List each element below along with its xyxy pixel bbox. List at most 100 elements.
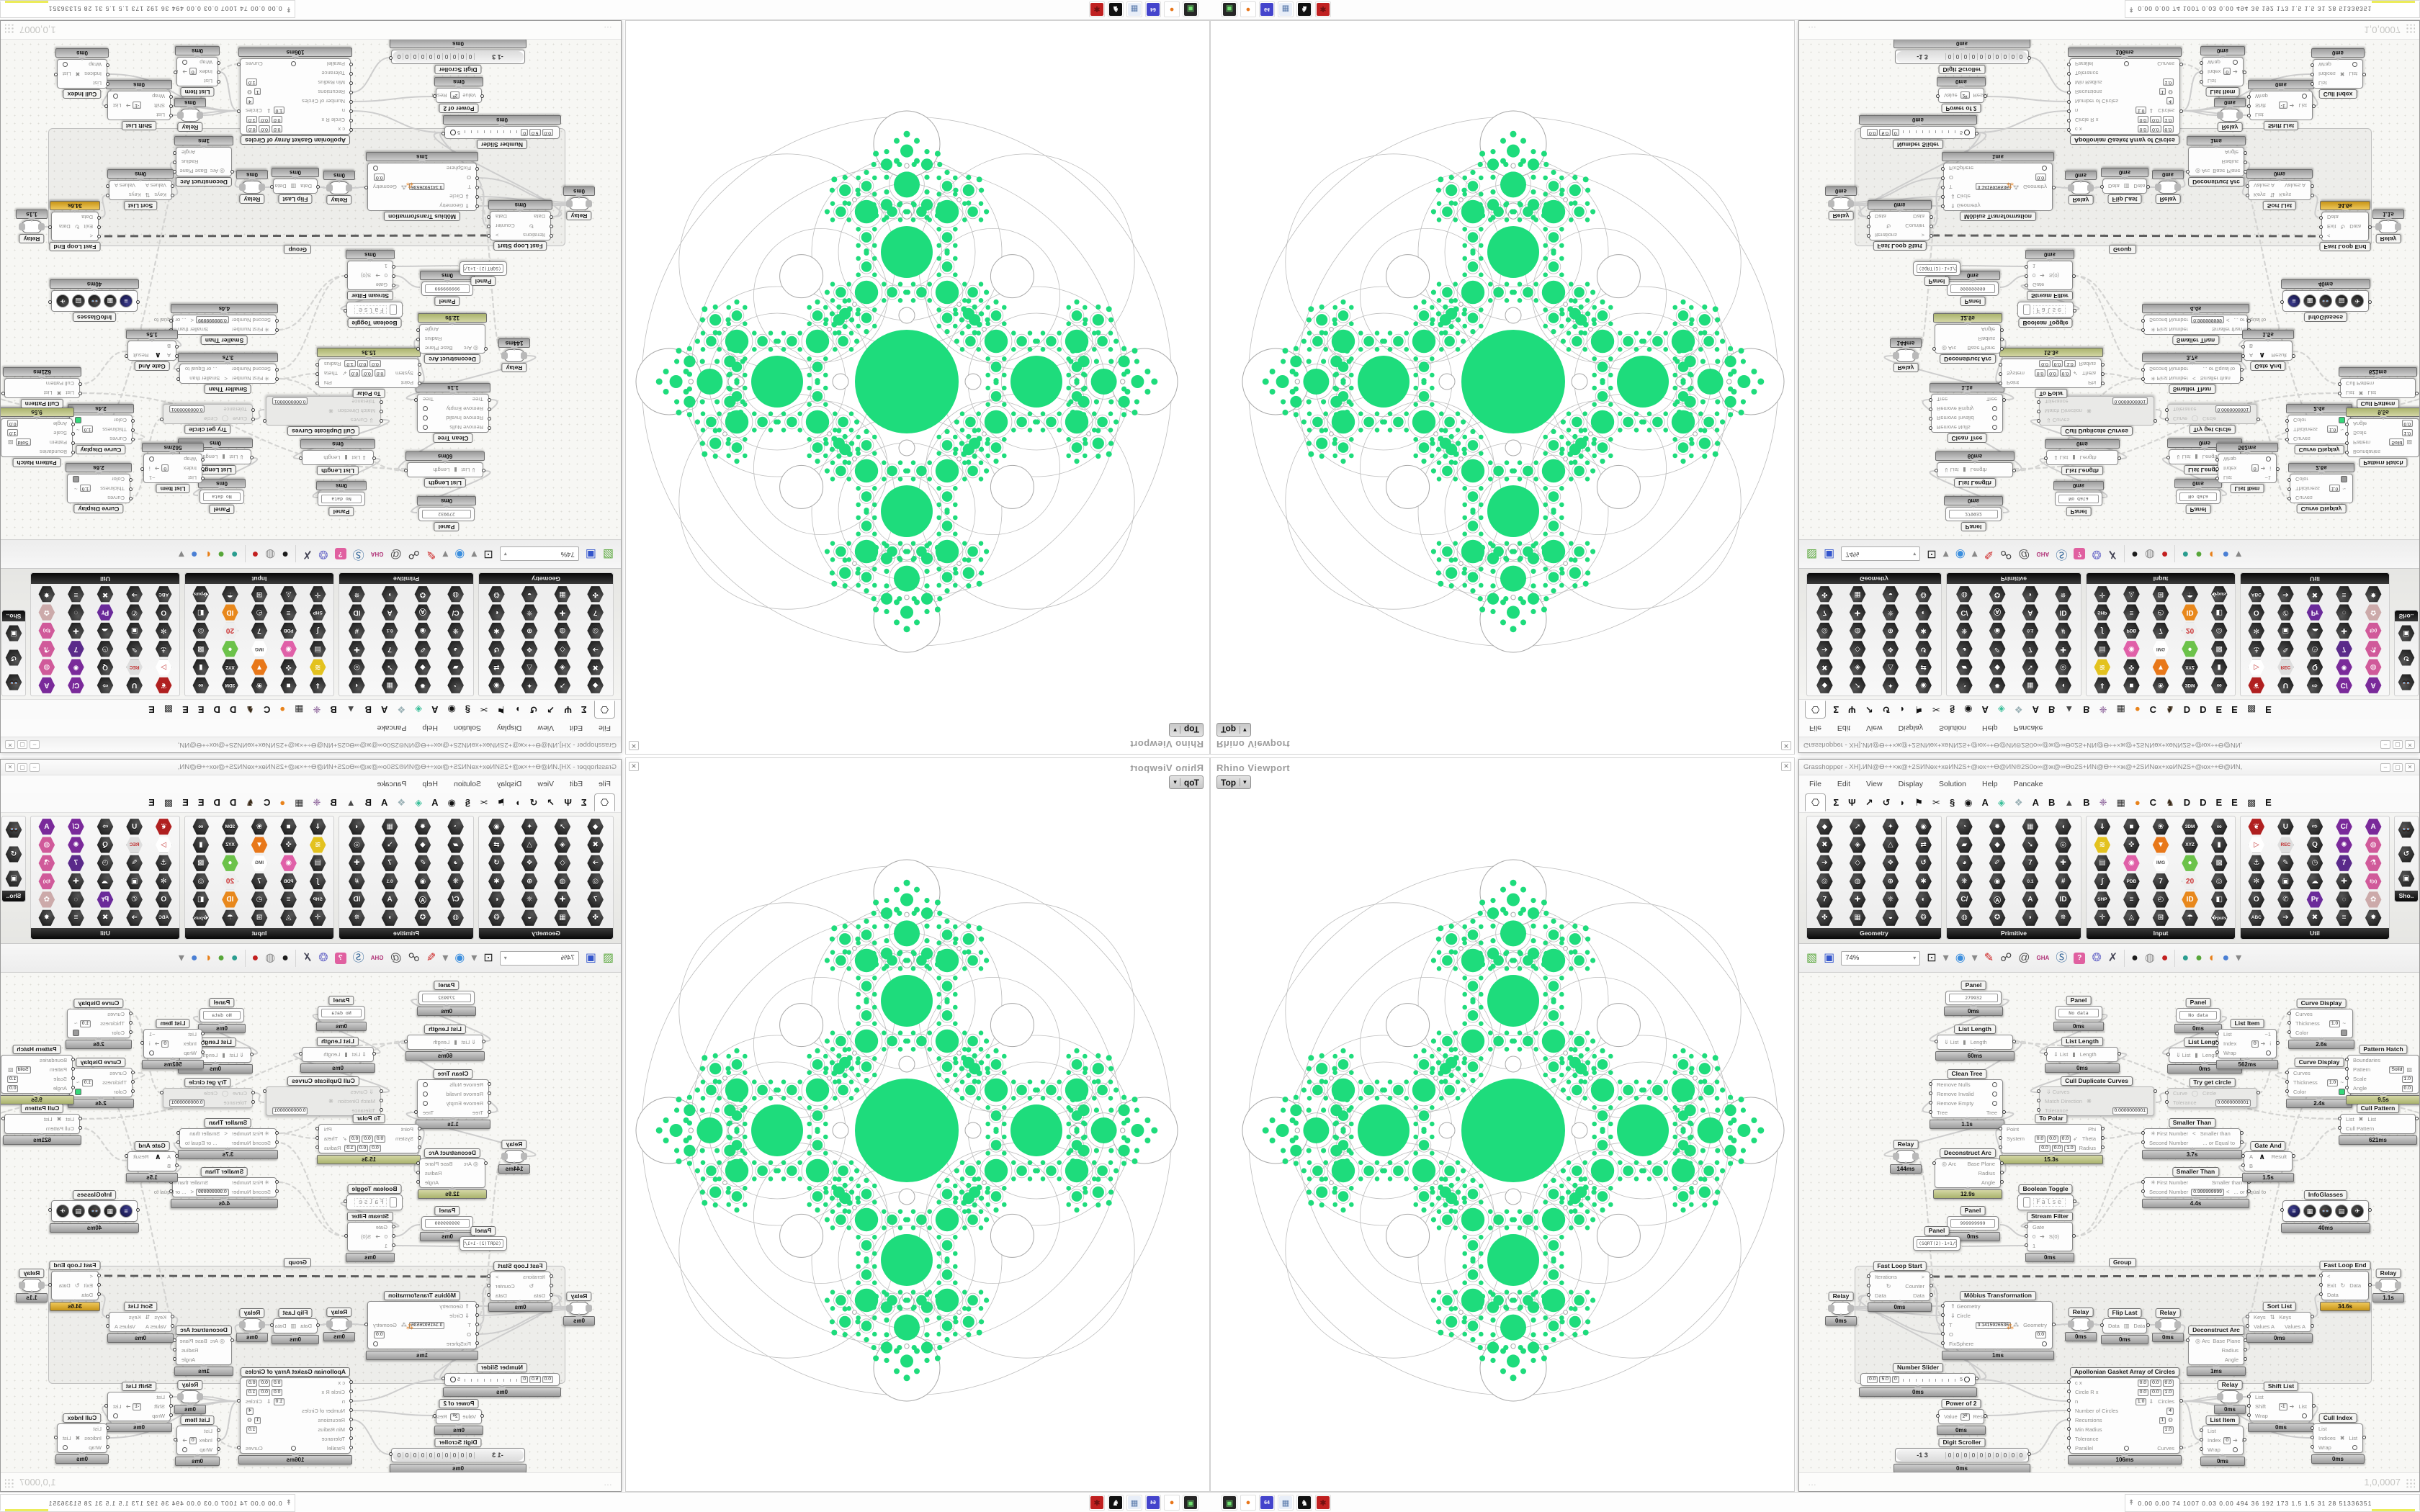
component-icon[interactable]: ▤ [309,855,326,872]
component-icon[interactable]: ▦ [1849,909,1866,926]
toggle-dot[interactable] [1992,415,1997,420]
panel-content[interactable]: No data [2058,495,2099,503]
gh-node[interactable]: Cull Duplicate Curves ⇓ Curves Match Direct… [263,396,384,436]
component-icon[interactable]: PDB [280,622,297,639]
component-icon[interactable]: ➘ [381,659,398,676]
value-box[interactable]: 0 [161,464,169,472]
output-port[interactable] [160,418,164,422]
gha-icon[interactable]: GHA [2036,954,2050,961]
gh-node[interactable]: InfoGlasses 40ms ≡ ▦ 👓 ▤ ✈ [48,1190,140,1233]
infoglasses-icon[interactable]: ▦ [2303,294,2316,307]
menu-item-view[interactable]: View [1866,780,1883,788]
output-port[interactable] [487,215,491,220]
node-canvas[interactable]: Group Panel 0ms 279932 List Length 60ms ⇓ List ▮… [1,973,621,1472]
component-icon[interactable]: IMG [2152,640,2169,657]
component-icon[interactable]: 3DM [2182,677,2199,694]
menu-item-file[interactable]: File [1809,724,1821,732]
gh-node[interactable]: Try get circle Curve ◯ Circle Tolerance 0.000… [2164,404,2260,434]
value-box[interactable]: 0.0 [362,1135,373,1143]
input-port[interactable] [2066,1436,2071,1440]
category-tab-icon[interactable]: ⚑ [496,797,506,808]
value-box[interactable]: 0.0 [246,125,258,133]
value-box[interactable]: 3.1415926536 [408,183,445,191]
gh-node[interactable]: List Item 562ms List −1 Index 0 ➔ i Wrap [140,1019,205,1069]
calculator-icon[interactable]: ▦ [1278,1,1294,17]
component-icon[interactable]: A [381,604,398,621]
component-icon[interactable]: ◎ [1816,622,1833,639]
component-icon[interactable]: ▣ [2277,622,2294,639]
map-icon[interactable]: Ⓢ [352,951,364,964]
toggle-value[interactable]: False [354,1198,387,1207]
toggle-dot[interactable] [2302,1413,2307,1418]
caret-icon[interactable]: ▾ [178,548,184,561]
menu-item-help[interactable]: Help [1981,780,1998,788]
gh-node[interactable]: Boolean Toggle False [344,1184,403,1210]
menu-item-pancake[interactable]: Pancake [377,780,407,788]
component-icon[interactable]: ◒ [521,909,538,927]
relay-node[interactable]: Relay 144ms [498,338,530,372]
category-tab-icon[interactable]: E [182,797,189,808]
output-port[interactable] [2256,1090,2260,1094]
toggle-dot[interactable] [2266,1050,2271,1056]
gh-node[interactable]: Sort List 0ms Keys ⇅ Keys Values A Values A [2245,1302,2314,1343]
component-icon[interactable]: ◌ [67,604,84,621]
caret-icon[interactable]: ▾ [442,951,449,964]
component-icon[interactable]: ◖ [348,818,365,835]
component-icon[interactable]: ⚗ [38,640,55,657]
input-port[interactable] [2280,1208,2284,1212]
toggle-dot[interactable] [1992,425,1997,430]
rhino-icon[interactable]: ♞ [1108,1495,1124,1511]
gh-node[interactable]: Panel(SQRT(2)-1+1/512)*1 [460,261,507,286]
relay-node[interactable]: Relay 144ms [498,1140,530,1174]
component-icon[interactable]: Pr [97,604,114,621]
output-port[interactable] [2117,1051,2121,1056]
output-port[interactable] [487,1274,491,1278]
component-icon[interactable]: ABC [155,585,172,603]
component-icon[interactable]: ☂ [2182,585,2199,603]
panel-content[interactable]: 279932 [422,510,471,518]
output-port[interactable] [2153,1089,2157,1093]
input-port[interactable] [2166,1052,2170,1056]
menu-item-solution[interactable]: Solution [1939,780,1966,788]
output-port[interactable] [237,63,241,67]
component-icon[interactable]: Ⓐ [1989,891,2006,908]
component-icon[interactable]: ◷ [2306,640,2323,657]
gh-node[interactable]: Boolean Toggle False [2017,1184,2076,1210]
component-icon[interactable]: ID [221,604,238,621]
scroller-value[interactable]: -1 3 [492,1452,503,1459]
toggle-dot[interactable] [149,456,154,462]
value-box[interactable]: -1 [2278,1403,2287,1410]
component-icon[interactable]: 7 [381,855,398,872]
category-tab-icon[interactable]: Σ [581,797,587,808]
component-icon[interactable]: ⇄ [488,659,505,676]
component-icon[interactable]: # [348,873,365,890]
value-box[interactable]: 1.0 [81,426,94,433]
slider-value-box[interactable]: 5.0 [529,129,541,136]
component-icon[interactable]: ▮ [192,659,210,676]
component-icon[interactable]: ▤ [309,640,326,657]
category-tab-icon[interactable]: C [263,797,271,808]
value-box[interactable]: 4 [246,1407,254,1415]
help-box-icon[interactable]: ? [334,952,346,964]
menu-item-edit[interactable]: Edit [569,724,583,732]
menu-item-edit[interactable]: Edit [1837,724,1851,732]
output-port[interactable] [344,1200,348,1203]
component-icon[interactable]: ⊞ [251,909,268,927]
gh-node[interactable]: Power of 2 0ms Value 2ᴿ Result [431,1399,485,1435]
gh-node[interactable]: Möbius Transformation 1ms ⇑ Geometry ⇓ Circle… [1940,1291,2056,1360]
component-icon[interactable]: ➔ [1816,640,1833,657]
component-icon[interactable]: ☂ [221,909,238,927]
component-icon[interactable]: ≡ [2336,585,2353,603]
windows-taskbar[interactable]: ▣ ● 64 ▦ ♞ ✱ ↟ 0.00 0.00 74 1007 0.03 0.00 494 … [1210,1492,2420,1512]
value-box[interactable]: 0 [189,68,197,76]
component-icon[interactable]: ◧ [2210,604,2228,621]
component-icon[interactable]: ❂ [488,585,505,603]
zoom-extents-icon[interactable]: ⊡ [483,548,493,561]
category-tab-icon[interactable]: ⚑ [1914,797,1924,808]
component-icon[interactable]: ✚ [67,622,84,639]
component-icon[interactable]: ❦ [155,677,172,694]
output-port[interactable] [176,377,181,382]
component-icon[interactable]: ⇨ [97,677,114,694]
toggle-dot[interactable] [2352,62,2357,67]
